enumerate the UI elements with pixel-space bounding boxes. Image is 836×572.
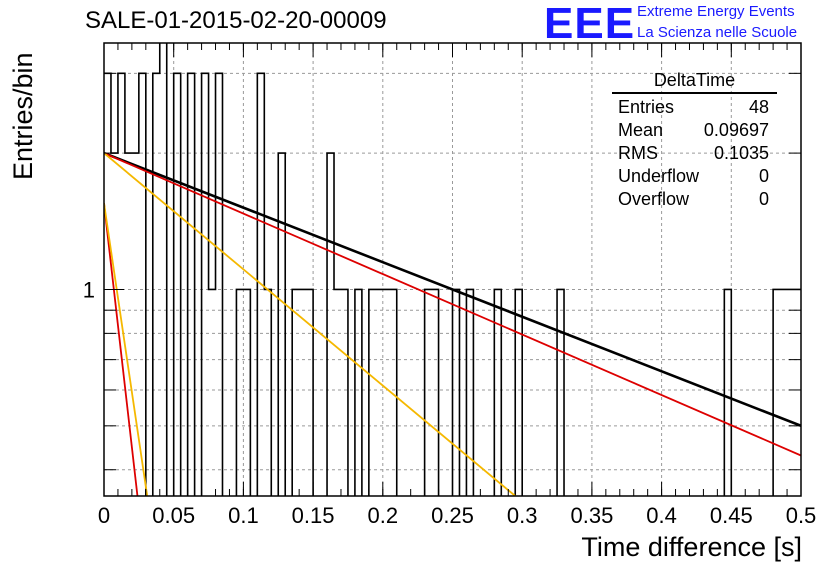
histogram-bars [104,43,801,496]
histogram-outline [104,43,801,496]
tick-labels: 0 0.05 0.1 0.15 0.2 0.25 0.3 0.35 0.4 0.45 0.5 1 [83,277,817,528]
fit-line [104,152,516,496]
x-axis-label: Time difference [s] [581,532,802,562]
fit-line [104,203,139,496]
x-tick-label: 0.15 [292,503,335,528]
fit-line [104,152,801,457]
stats-value: 0.09697 [703,120,769,140]
stats-row-mean: Mean 0.09697 [612,119,777,142]
x-tick-label: 0.3 [507,503,538,528]
fit-curves [104,151,801,496]
fit-line [104,151,801,428]
chart-title: SALE-01-2015-02-20-00009 [85,7,387,34]
logo-line-1: Extreme Energy Events [637,3,795,20]
stats-value: 48 [748,97,769,117]
x-tick-label: 0.4 [646,503,677,528]
stats-value: 0 [758,189,769,209]
logo-line-2: La Scienza nelle Scuole [637,24,798,41]
stats-row-overflow: Overflow 0 [612,188,777,211]
stats-value: 0 [758,166,769,186]
x-tick-label: 0.35 [570,503,613,528]
stats-box: DeltaTime Entries 48 Mean 0.09697 RMS 0.… [612,70,777,211]
y-tick-label: 1 [83,277,95,302]
x-tick-label: 0.05 [152,503,195,528]
x-tick-label: 0.25 [431,503,474,528]
stats-value: 0.1035 [713,143,769,163]
fit-line [104,203,149,496]
stats-label: RMS [618,143,658,163]
x-tick-label: 0 [98,503,110,528]
y-axis-label: Entries/bin [8,52,38,180]
stats-row-rms: RMS 0.1035 [612,142,777,165]
stats-row-underflow: Underflow 0 [612,165,777,188]
stats-label: Overflow [618,189,690,209]
stats-label: Entries [618,97,675,117]
x-tick-label: 0.2 [368,503,399,528]
x-tick-label: 0.45 [710,503,753,528]
stats-label: Mean [618,120,664,140]
axis-ticks [103,43,802,496]
stats-label: Underflow [618,166,700,186]
eee-logo: EEE [544,0,636,48]
x-tick-label: 0.5 [786,503,817,528]
stats-row-entries: Entries 48 [612,96,777,119]
stats-title: DeltaTime [612,70,777,94]
x-tick-label: 0.1 [228,503,259,528]
